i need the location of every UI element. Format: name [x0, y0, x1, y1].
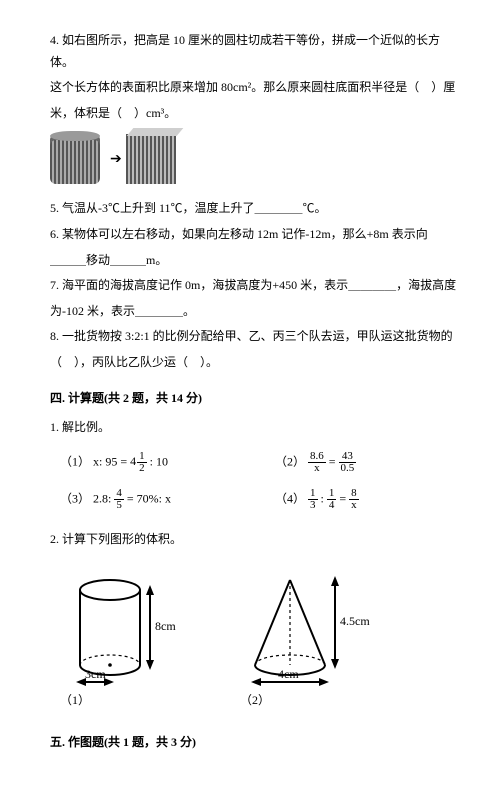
shape-cylinder-svg: 8cm 3cm	[60, 570, 190, 690]
calc-1-whole: 4	[130, 451, 136, 473]
calc-2-frac1: 8.6 x	[308, 451, 326, 474]
arrow-icon: ➔	[110, 147, 122, 172]
shape-cyl-label: （1）	[60, 690, 190, 712]
question-8-line1: 8. 一批货物按 3:2:1 的比例分配给甲、乙、丙三个队去运，甲队运这批货物的	[50, 326, 460, 348]
calc-1-prefix: （1）	[60, 454, 90, 468]
calc-4-frac1: 1 3	[308, 488, 318, 511]
section-4-sub1: 1. 解比例。	[50, 417, 460, 439]
calc-4-f1num: 1	[308, 488, 318, 500]
cuboid-figure	[126, 134, 176, 184]
calc-4-frac3: 8 x	[349, 488, 359, 511]
shape-cone-label: （2）	[240, 690, 380, 712]
calc-item-3: （3） 2.8: 4 5 = 70%: x	[60, 488, 245, 511]
calc-grid: （1） x: 95 = 4 1 2 : 10 （2） 8.6 x = 43 0.…	[60, 451, 460, 511]
calc-2-f2num: 43	[339, 451, 357, 463]
calc-4-f3den: x	[349, 500, 359, 511]
shape-cone-svg: 4.5cm 4cm	[240, 570, 380, 690]
calc-3-den: 5	[114, 500, 124, 511]
calc-item-2: （2） 8.6 x = 43 0.5	[275, 451, 460, 474]
calc-1-mixed: 4 1 2	[130, 451, 147, 474]
question-6-line1: 6. 某物体可以左右移动，如果向左移动 12m 记作-12m，那么+8m 表示向	[50, 224, 460, 246]
shape-cylinder-cell: 8cm 3cm （1）	[60, 570, 190, 712]
calc-item-4: （4） 1 3 : 1 4 = 8 x	[275, 488, 460, 511]
page: 4. 如右图所示，把高是 10 厘米的圆柱切成若干等份，拼成一个近似的长方体。 …	[0, 0, 500, 792]
question-7-line2: 为-102 米，表示＿＿＿＿。	[50, 301, 460, 323]
question-4-line2: 这个长方体的表面积比原来增加 80cm²。那么原来圆柱底面积半径是（ ）厘	[50, 77, 460, 99]
calc-3-frac: 4 5	[114, 488, 124, 511]
calc-3-prefix: （3）	[60, 491, 90, 505]
calc-2-mid: =	[329, 454, 339, 468]
calc-3-num: 4	[114, 488, 124, 500]
question-4-line1: 4. 如右图所示，把高是 10 厘米的圆柱切成若干等份，拼成一个近似的长方体。	[50, 30, 460, 73]
calc-1-den: 2	[137, 463, 147, 474]
calc-1-frac: 1 2	[137, 451, 147, 474]
question-4-line3: 米，体积是（ ）cm³。	[50, 103, 460, 125]
cone-h-label: 4.5cm	[340, 614, 370, 628]
calc-2-frac2: 43 0.5	[339, 451, 357, 474]
calc-2-prefix: （2）	[275, 454, 305, 468]
shape-cone-cell: 4.5cm 4cm （2）	[240, 570, 380, 712]
calc-2-f1num: 8.6	[308, 451, 326, 463]
section-4-sub2: 2. 计算下列图形的体积。	[50, 529, 460, 551]
calc-4-prefix: （4）	[275, 491, 305, 505]
calc-4-mid2: =	[339, 491, 349, 505]
calc-2-f1den: x	[308, 463, 326, 474]
shapes-row: 8cm 3cm （1） 4.5cm 4	[60, 570, 460, 712]
section-4-title: 四. 计算题(共 2 题，共 14 分)	[50, 388, 460, 410]
calc-1-num: 1	[137, 451, 147, 463]
calc-2-f2den: 0.5	[339, 463, 357, 474]
calc-item-1: （1） x: 95 = 4 1 2 : 10	[60, 451, 245, 474]
calc-4-f2num: 1	[327, 488, 337, 500]
cyl-d-label: 3cm	[85, 667, 106, 681]
question-7-line1: 7. 海平面的海拔高度记作 0m，海拔高度为+450 米，表示＿＿＿＿，海拔高度	[50, 275, 460, 297]
calc-4-f1den: 3	[308, 500, 318, 511]
calc-3-mid: = 70%: x	[127, 491, 171, 505]
cylinder-figure	[50, 134, 100, 184]
cone-d-label: 4cm	[278, 667, 299, 681]
question-8-line2: （ ），丙队比乙队少运（ ）。	[50, 352, 460, 374]
calc-4-f3num: 8	[349, 488, 359, 500]
cyl-h-label: 8cm	[155, 619, 176, 633]
question-5: 5. 气温从-3℃上升到 11℃，温度上升了＿＿＿＿℃。	[50, 198, 460, 220]
calc-3-pre: 2.8:	[93, 491, 114, 505]
section-5-title: 五. 作图题(共 1 题，共 3 分)	[50, 732, 460, 754]
question-4-figure: ➔	[50, 134, 460, 184]
calc-1-pre: x: 95 =	[93, 454, 130, 468]
calc-4-f2den: 4	[327, 500, 337, 511]
calc-4-frac2: 1 4	[327, 488, 337, 511]
calc-1-post: : 10	[150, 454, 168, 468]
question-6-line2: ＿＿＿移动＿＿＿m。	[50, 250, 460, 272]
